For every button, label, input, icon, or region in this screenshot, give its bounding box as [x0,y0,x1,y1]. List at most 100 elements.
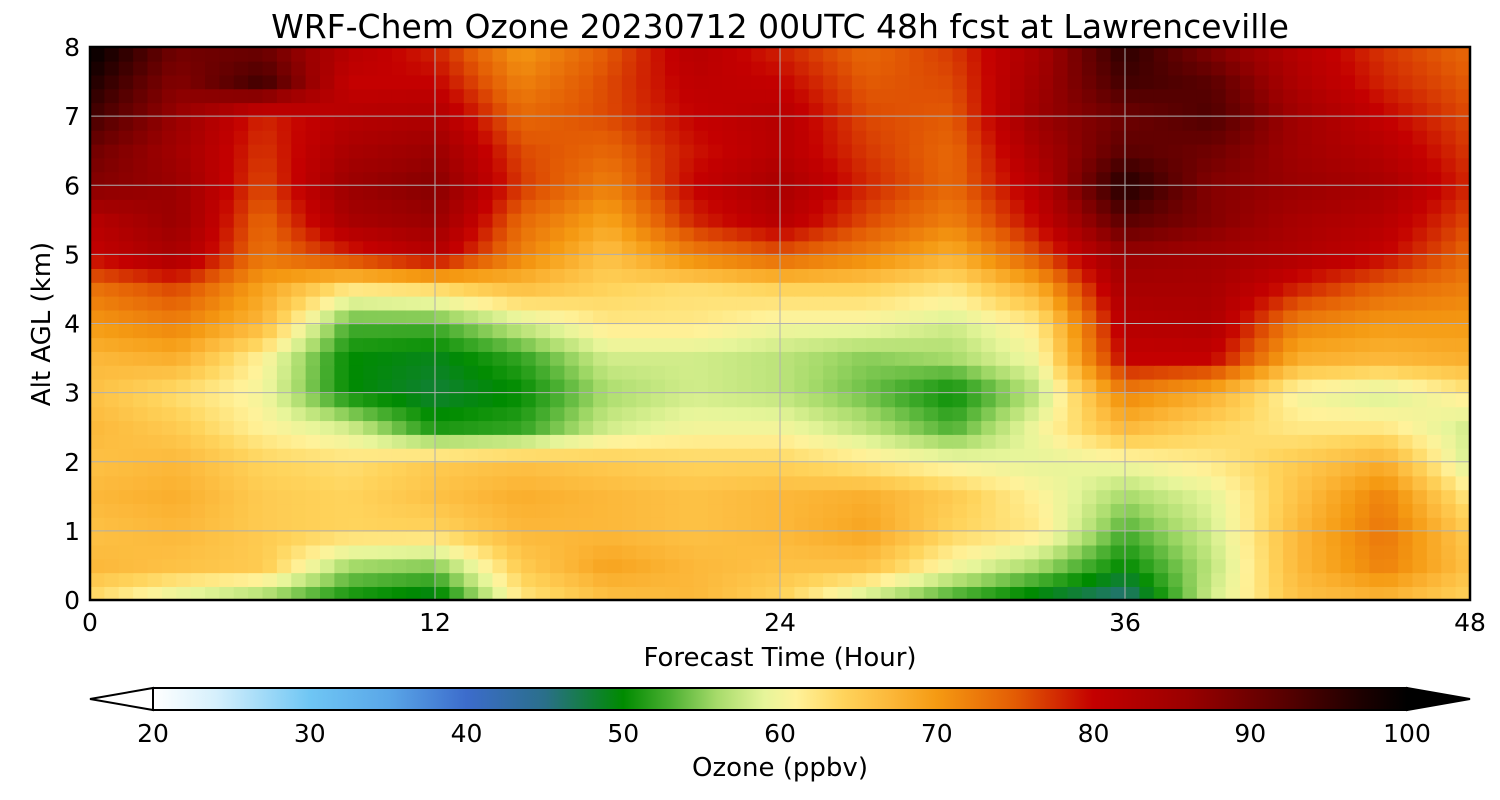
heatmap-cell [578,323,594,339]
heatmap-cell [391,489,408,505]
heatmap-cell [1283,171,1299,187]
heatmap-cell [219,447,235,463]
heatmap-cell [320,47,336,62]
heatmap-cell [837,295,853,311]
heatmap-cell [1196,503,1213,518]
heatmap-cell [377,392,393,408]
heatmap-cell [363,254,379,269]
heatmap-cell [1010,475,1026,491]
heatmap-cell [1196,461,1213,477]
heatmap-cell [133,240,149,256]
heatmap-cell [377,420,393,435]
heatmap-cell [478,503,494,518]
heatmap-cell [1240,586,1256,600]
heatmap-cell [636,212,652,228]
heatmap-cell [1283,364,1299,380]
heatmap-cell [1383,171,1399,187]
heatmap-cell [923,364,939,380]
heatmap-cell [1441,475,1457,491]
heatmap-cell [1196,586,1213,600]
heatmap-cell [909,129,925,145]
heatmap-cell [1297,129,1313,145]
heatmap-cell [377,434,393,449]
heatmap-cell [506,461,523,477]
heatmap-cell [578,461,594,477]
heatmap-cell [535,254,551,269]
heatmap-cell [118,544,134,560]
heatmap-cell [262,475,278,491]
heatmap-cell [1268,572,1284,587]
heatmap-cell [420,558,436,574]
heatmap-cell [621,447,638,463]
heatmap-cell [406,157,422,173]
heatmap-cell [90,240,106,256]
heatmap-cell [1383,434,1399,449]
heatmap-cell [90,60,106,76]
heatmap-cell [823,47,839,62]
heatmap-cell [219,475,235,491]
heatmap-cell [593,447,609,463]
heatmap-cell [995,475,1011,491]
heatmap-cell [1096,309,1112,325]
heatmap-cell [1211,199,1227,214]
heatmap-cell [1398,116,1414,131]
heatmap-cell [1455,268,1470,283]
heatmap-cell [161,489,178,505]
heatmap-cell [837,544,853,560]
heatmap-cell [1369,282,1385,297]
heatmap-cell [205,489,221,505]
heatmap-cell [1311,517,1328,532]
heatmap-cell [1398,337,1414,352]
heatmap-cell [1067,88,1083,104]
heatmap-cell [1283,254,1299,269]
heatmap-cell [693,337,709,352]
heatmap-cell [420,323,436,339]
heatmap-cell [1096,74,1112,90]
heatmap-cell [1355,185,1371,200]
heatmap-cell [248,47,264,62]
heatmap-cell [176,116,192,131]
heatmap-cell [463,406,479,422]
heatmap-cell [1168,254,1184,269]
heatmap-cell [1182,47,1198,62]
heatmap-cell [851,157,868,173]
heatmap-cell [550,572,566,587]
heatmap-cell [334,530,350,546]
heatmap-cell [133,434,149,449]
heatmap-cell [751,295,767,311]
heatmap-cell [593,212,609,228]
heatmap-cell [406,268,422,283]
heatmap-cell [665,268,681,283]
heatmap-cell [521,475,537,491]
heatmap-cell [377,489,393,505]
heatmap-cell [420,254,436,269]
heatmap-cell [161,572,178,587]
heatmap-cell [981,323,997,339]
heatmap-cell [1297,489,1313,505]
heatmap-cell [1081,102,1098,117]
heatmap-cell [895,116,911,131]
heatmap-cell [1067,530,1083,546]
heatmap-cell [564,88,580,104]
heatmap-cell [1139,572,1155,587]
heatmap-cell [808,309,824,325]
heatmap-cell [1053,157,1069,173]
heatmap-cell [377,503,393,518]
heatmap-cell [320,461,336,477]
heatmap-cell [521,406,537,422]
heatmap-cell [1168,378,1184,394]
heatmap-cell [866,489,882,505]
heatmap-cell [334,489,350,505]
heatmap-cell [679,129,695,145]
heatmap-cell [1153,364,1169,380]
heatmap-cell [722,74,738,90]
heatmap-cell [650,489,666,505]
heatmap-cell [708,572,724,587]
heatmap-cell [1340,323,1356,339]
heatmap-cell [736,240,753,256]
heatmap-cell [291,240,307,256]
heatmap-cell [1297,475,1313,491]
heatmap-cell [636,74,652,90]
heatmap-cell [593,544,609,560]
heatmap-cell [808,102,824,117]
